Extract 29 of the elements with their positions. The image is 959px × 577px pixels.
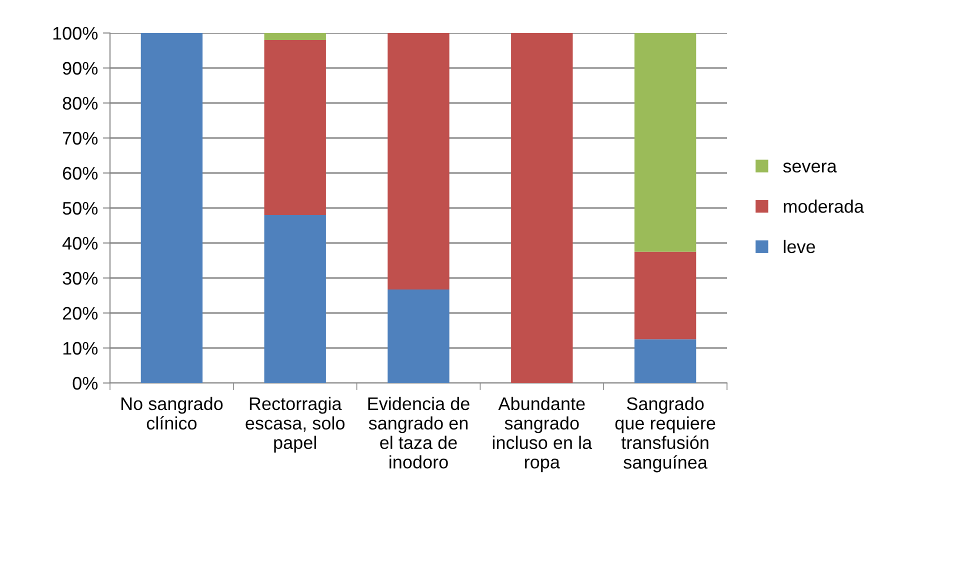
y-tick-label: 40% — [62, 236, 98, 250]
x-tick-label: Rectorragia escasa, solo papel — [246, 396, 345, 453]
x-tick-label: Evidencia de sangrado en el taza de inodoro — [368, 396, 470, 468]
bar — [264, 215, 326, 383]
y-tick-label: 10% — [63, 342, 98, 355]
bar — [634, 339, 696, 383]
y-tick-label: 100% — [53, 26, 98, 40]
bar — [511, 33, 573, 383]
bar — [634, 252, 696, 340]
y-tick-label: 0% — [72, 376, 98, 390]
bar — [388, 290, 450, 383]
y-tick-label: 60% — [62, 166, 98, 180]
legend-label: leve — [784, 240, 815, 254]
y-tick-label: 90% — [62, 62, 98, 75]
y-tick-label: 50% — [62, 202, 98, 215]
y-tick-label: 70% — [62, 132, 98, 145]
x-tick-label: No sangrado clínico — [121, 396, 223, 430]
x-tick-label: Abundante sangrado incluso en la ropa — [492, 396, 592, 472]
bar — [264, 33, 326, 40]
y-tick-label: 30% — [62, 272, 98, 285]
legend-label: moderada — [784, 200, 864, 213]
bar — [388, 33, 450, 290]
x-tick-label: Sangrado que requiere transfusión sanguínea — [615, 396, 716, 472]
bar — [634, 33, 696, 252]
bar — [140, 33, 203, 383]
y-tick-label: 20% — [62, 306, 98, 320]
y-tick-label: 80% — [62, 96, 98, 110]
legend-label: severa — [783, 162, 837, 173]
bar — [264, 40, 326, 215]
